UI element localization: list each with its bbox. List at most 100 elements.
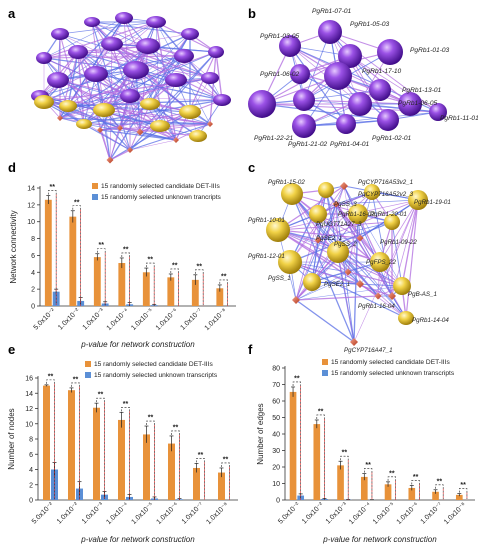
yellow-node (398, 311, 414, 325)
purple-node (377, 39, 403, 65)
network-edge (159, 79, 177, 127)
network-edge (43, 55, 185, 59)
panel-letter-d: d (8, 160, 16, 175)
node-label: PgCYP716A52v2_3 (358, 191, 414, 198)
y-tick-label: 12 (27, 202, 35, 209)
significance-label: ** (99, 242, 105, 249)
purple-node (208, 46, 224, 58)
network-edge (303, 31, 331, 101)
node-label: PgSE2_1 (316, 235, 342, 242)
network-edge (335, 185, 345, 205)
network-edge (119, 127, 199, 137)
diamond-node (388, 292, 396, 300)
diamond-node (340, 182, 348, 190)
network-edge (215, 51, 223, 101)
network-edge (99, 129, 177, 141)
purple-node (293, 89, 315, 111)
network-edge (109, 149, 131, 161)
x-axis-title: p-value for network construction (80, 535, 195, 544)
network-panel-a (31, 12, 231, 164)
node-label: PgSS_3 (334, 201, 357, 208)
network-edge (103, 109, 177, 141)
network-panel-b: PgRb1-07-01 PgRb1-03-05 PgRb1-05-03 PgRb1-0… (248, 8, 478, 148)
network-edge (343, 185, 403, 287)
x-tick-label: 1.0x10⁻⁸ (204, 307, 229, 332)
yellow-node (303, 273, 321, 291)
yellow-node (179, 105, 201, 119)
significance-bracket (146, 420, 155, 499)
significance-bracket (221, 462, 230, 499)
bar-series-1 (218, 472, 225, 500)
yellow-node (59, 100, 77, 112)
bar-series-1 (432, 491, 439, 500)
network-edge (43, 21, 157, 59)
y-axis-title: Number of edges (256, 403, 265, 464)
x-tick-label: 1.0x10⁻³ (82, 307, 107, 332)
y-tick-label: 60 (272, 399, 280, 406)
network-edge (43, 17, 125, 59)
x-tick-label: 5.0x10⁻² (277, 501, 302, 526)
significance-label: ** (50, 184, 56, 191)
bar-series-1 (313, 424, 321, 500)
network-edge (67, 51, 79, 107)
x-tick-label: 1.0x10⁻⁴ (348, 501, 373, 526)
purple-node (429, 103, 447, 121)
significance-bracket (459, 488, 468, 499)
network-edge (129, 123, 211, 151)
yellow-node (408, 190, 428, 210)
diamond-node (127, 147, 133, 153)
significance-bracket (292, 381, 301, 499)
x-tick-label: 1.0x10⁻⁷ (181, 501, 206, 526)
bar-series-1 (167, 277, 175, 306)
purple-node (136, 38, 160, 54)
purple-node (292, 114, 316, 138)
x-tick-label: 1.0x10⁻² (301, 501, 326, 526)
node-label: PgRb1-17-10 (362, 68, 402, 75)
network-edge (277, 199, 419, 231)
diamond-node (374, 292, 382, 300)
significance-bracket (364, 468, 373, 499)
bar-series-1 (455, 494, 463, 500)
node-label: PgRb1-07-01 (312, 8, 352, 15)
network-edge (99, 129, 111, 161)
node-label: PgRb1-04-01 (330, 141, 370, 148)
network-edge (343, 185, 361, 285)
x-tick-label: 1.0x10⁻⁵ (372, 501, 397, 526)
significance-label: ** (437, 478, 443, 485)
y-tick-label: 0 (276, 498, 280, 505)
x-tick-label: 1.0x10⁻³ (325, 501, 350, 526)
significance-bracket (196, 458, 205, 499)
yellow-node (266, 218, 290, 242)
yellow-node (76, 119, 92, 129)
network-edge (59, 117, 211, 125)
x-axis-title: p-value for network construction (80, 340, 195, 349)
network-edge (103, 109, 211, 125)
y-tick-label: 2 (31, 287, 35, 294)
y-tick-label: 0 (29, 498, 33, 505)
bar-series-1 (69, 216, 77, 306)
yellow-node (364, 184, 380, 200)
purple-node (47, 72, 69, 88)
yellow-node (384, 214, 400, 230)
network-edge (67, 105, 191, 113)
yellow-node (318, 182, 334, 198)
network-edge (401, 199, 419, 287)
y-tick-label: 10 (25, 421, 33, 428)
network-edge (289, 185, 345, 263)
node-label: PgRb1-14-04 (412, 317, 449, 324)
node-label: PgRb1-02-01 (372, 135, 412, 142)
network-edge (391, 221, 403, 287)
network-edge (359, 283, 379, 297)
network-edge (129, 139, 177, 151)
bar-series-1 (289, 391, 297, 500)
bar-series-1 (168, 443, 175, 500)
significance-label: ** (318, 408, 324, 415)
significance-label: ** (98, 392, 104, 399)
purple-node (115, 12, 133, 24)
network-edge (139, 131, 177, 141)
network-edge (299, 73, 411, 105)
network-edge (91, 21, 191, 35)
node-label: PgRb1-22-21 (254, 135, 294, 142)
legend-label: 15 randomly selected unknown transcripts (331, 370, 455, 377)
